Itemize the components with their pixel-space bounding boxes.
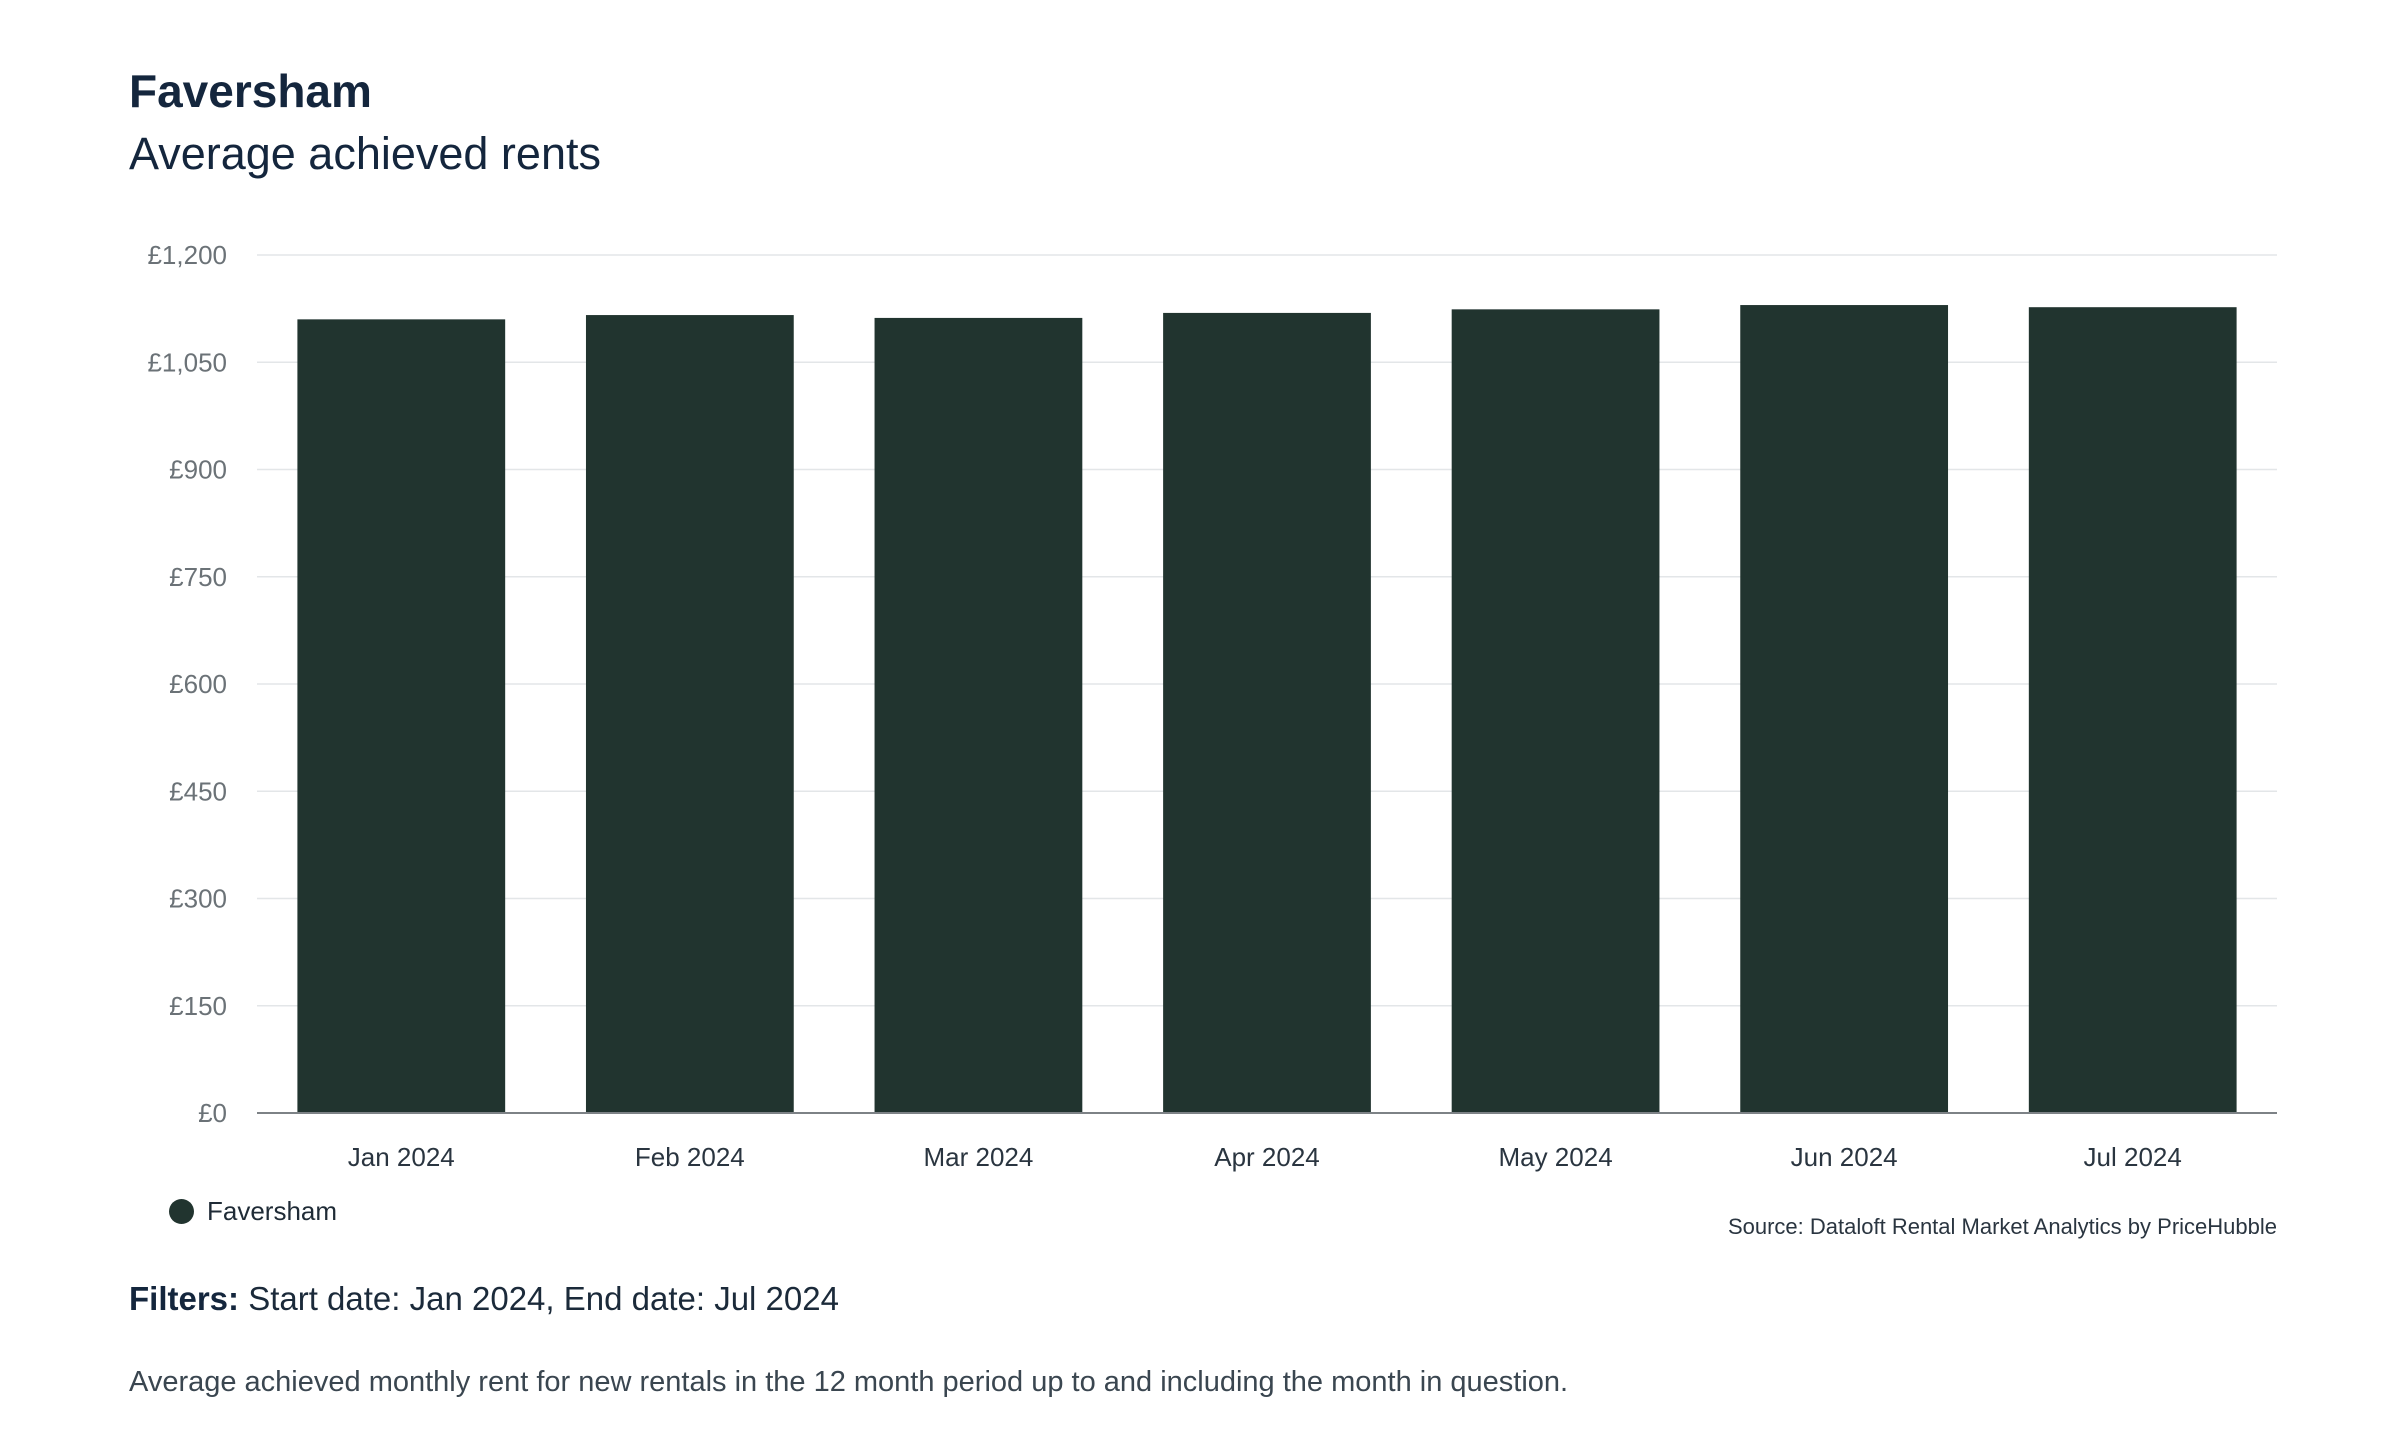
legend-swatch: [169, 1199, 194, 1224]
bar: [1451, 309, 1660, 1114]
x-tick-label: Mar 2024: [924, 1142, 1034, 1172]
filters-label: Filters:: [129, 1280, 240, 1317]
source-note: Source: Dataloft Rental Market Analytics…: [1727, 1214, 2277, 1239]
y-tick-label: £0: [198, 1098, 227, 1128]
x-tick-label: Jun 2024: [1791, 1142, 1898, 1172]
bar: [1740, 305, 1949, 1113]
footnote: Average achieved monthly rent for new re…: [129, 1366, 1569, 1398]
x-tick-label: Feb 2024: [635, 1142, 745, 1172]
bar: [297, 319, 506, 1114]
bar: [2028, 307, 2237, 1113]
filters-text: Start date: Jan 2024, End date: Jul 2024: [239, 1280, 839, 1317]
y-tick-label: £450: [169, 776, 227, 806]
y-tick-label: £1,200: [147, 240, 227, 270]
legend-label: Faversham: [207, 1196, 338, 1226]
bar-chart: £0 £150 £300 £450 £600 £750 £900 £1,050 £1,200 Ja…: [147, 240, 2277, 1172]
x-tick-label: Jan 2024: [348, 1142, 455, 1172]
y-tick-label: £300: [169, 884, 227, 914]
filters: Filters: Start date: Jan 2024, End date:…: [129, 1280, 839, 1318]
y-tick-label: £1,050: [147, 347, 227, 377]
legend: Faversham: [169, 1196, 337, 1227]
y-tick-label: £150: [169, 991, 227, 1021]
bar: [874, 317, 1083, 1113]
x-tick-label: Jul 2024: [2084, 1142, 2182, 1172]
y-tick-label: £600: [169, 669, 227, 699]
x-tick-label: May 2024: [1498, 1142, 1612, 1172]
y-tick-label: £900: [169, 455, 227, 485]
chart-title: Faversham: [129, 65, 372, 117]
chart-subtitle: Average achieved rents: [129, 128, 601, 179]
bar: [585, 315, 794, 1113]
x-tick-label: Apr 2024: [1214, 1142, 1320, 1172]
bar: [1163, 312, 1371, 1113]
y-tick-label: £750: [169, 562, 227, 592]
